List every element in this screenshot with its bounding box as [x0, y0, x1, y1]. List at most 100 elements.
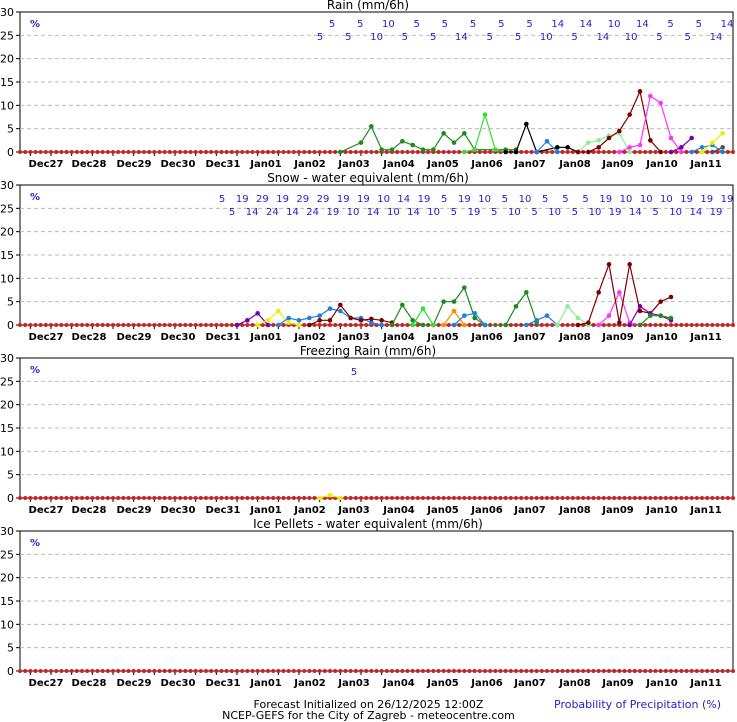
probability-value: 29	[317, 194, 330, 205]
baseline-point	[28, 669, 33, 673]
data-point	[276, 308, 281, 314]
x-tick-label: Jan08	[558, 505, 591, 516]
data-point	[648, 138, 653, 143]
baseline-point	[116, 496, 121, 500]
baseline-point	[694, 323, 699, 327]
baseline-point	[725, 496, 730, 500]
series-2	[255, 308, 302, 328]
baseline-point	[359, 150, 363, 154]
baseline-point	[312, 496, 317, 500]
probability-value: 10	[382, 19, 395, 30]
baseline-point	[694, 496, 699, 500]
baseline-point	[286, 669, 291, 673]
baseline-point	[162, 150, 167, 154]
baseline-point	[23, 496, 28, 500]
baseline-point	[415, 669, 420, 673]
data-point	[617, 128, 622, 134]
data-point	[358, 140, 364, 145]
baseline-point	[157, 323, 162, 327]
baseline-point	[28, 496, 33, 500]
baseline-point	[136, 496, 141, 500]
probability-value: 5	[515, 32, 521, 43]
x-tick-label: Jan09	[601, 678, 634, 689]
baseline-point	[694, 669, 699, 673]
baseline-point	[322, 150, 327, 154]
probability-value: 5	[351, 367, 357, 378]
baseline-point	[209, 496, 214, 500]
data-point	[596, 322, 601, 328]
x-tick-label: Dec29	[117, 159, 152, 170]
baseline-point	[441, 150, 446, 154]
data-point	[317, 313, 322, 318]
baseline-point	[85, 150, 90, 154]
baseline-point	[157, 669, 162, 673]
baseline-point	[173, 150, 177, 154]
baseline-point	[121, 323, 126, 327]
baseline-point	[173, 496, 177, 500]
probability-value: 19	[276, 194, 289, 205]
baseline-point	[69, 669, 74, 673]
baseline-point	[100, 323, 105, 327]
baseline-point	[689, 669, 694, 673]
probability-value: 5	[531, 207, 537, 218]
series-5	[389, 285, 539, 328]
baseline-point	[167, 496, 172, 500]
baseline-point	[95, 150, 100, 154]
baseline-point	[33, 669, 38, 673]
probability-value: 19	[468, 207, 481, 218]
probability-value: 5	[498, 19, 504, 30]
baseline-point	[638, 150, 642, 154]
baseline-point	[467, 323, 472, 327]
baseline-point	[705, 669, 710, 673]
data-point	[462, 285, 467, 290]
probability-value: 19	[710, 207, 723, 218]
baseline-point	[183, 150, 188, 154]
baseline-point	[720, 323, 725, 327]
baseline-point	[700, 496, 704, 500]
series-14	[637, 313, 674, 328]
x-tick-label: Jan02	[293, 332, 326, 343]
x-tick-label: Dec27	[29, 505, 64, 516]
baseline-point	[643, 669, 648, 673]
data-point	[410, 322, 415, 328]
y-tick-label: 0	[7, 665, 14, 678]
baseline-point	[612, 323, 617, 327]
baseline-point	[679, 496, 684, 500]
baseline-point	[421, 669, 425, 673]
series-2	[462, 112, 508, 155]
baseline-point	[266, 669, 270, 673]
y-tick-label: 25	[0, 375, 14, 388]
data-point	[648, 313, 653, 318]
x-tick-label: Jan09	[601, 159, 634, 170]
baseline-point	[421, 496, 425, 500]
baseline-point	[601, 496, 606, 500]
baseline-point	[147, 496, 152, 500]
data-point	[637, 308, 643, 314]
baseline-point	[488, 669, 493, 673]
x-tick-label: Jan04	[382, 332, 415, 343]
x-tick-label: Jan08	[558, 678, 591, 689]
data-point	[503, 149, 508, 155]
y-tick-label: 30	[0, 525, 14, 538]
baseline-point	[333, 669, 338, 673]
y-tick-label: 15	[0, 76, 14, 89]
baseline-point	[570, 669, 575, 673]
probability-value: 14	[551, 19, 564, 30]
baseline-point	[54, 323, 59, 327]
baseline-point	[565, 150, 570, 154]
baseline-point	[317, 150, 322, 154]
baseline-point	[669, 496, 673, 500]
baseline-point	[49, 150, 53, 154]
baseline-point	[291, 496, 296, 500]
x-tick-label: Dec30	[161, 332, 196, 343]
baseline-point	[157, 150, 162, 154]
baseline-point	[436, 496, 441, 500]
probability-value: 14	[407, 207, 420, 218]
baseline-point	[147, 323, 152, 327]
baseline-point	[400, 496, 405, 500]
data-point	[327, 492, 333, 498]
x-tick-label: Jan10	[645, 678, 678, 689]
y-tick-label: 5	[7, 296, 14, 309]
baseline-point	[452, 669, 456, 673]
baseline-point	[297, 150, 301, 154]
